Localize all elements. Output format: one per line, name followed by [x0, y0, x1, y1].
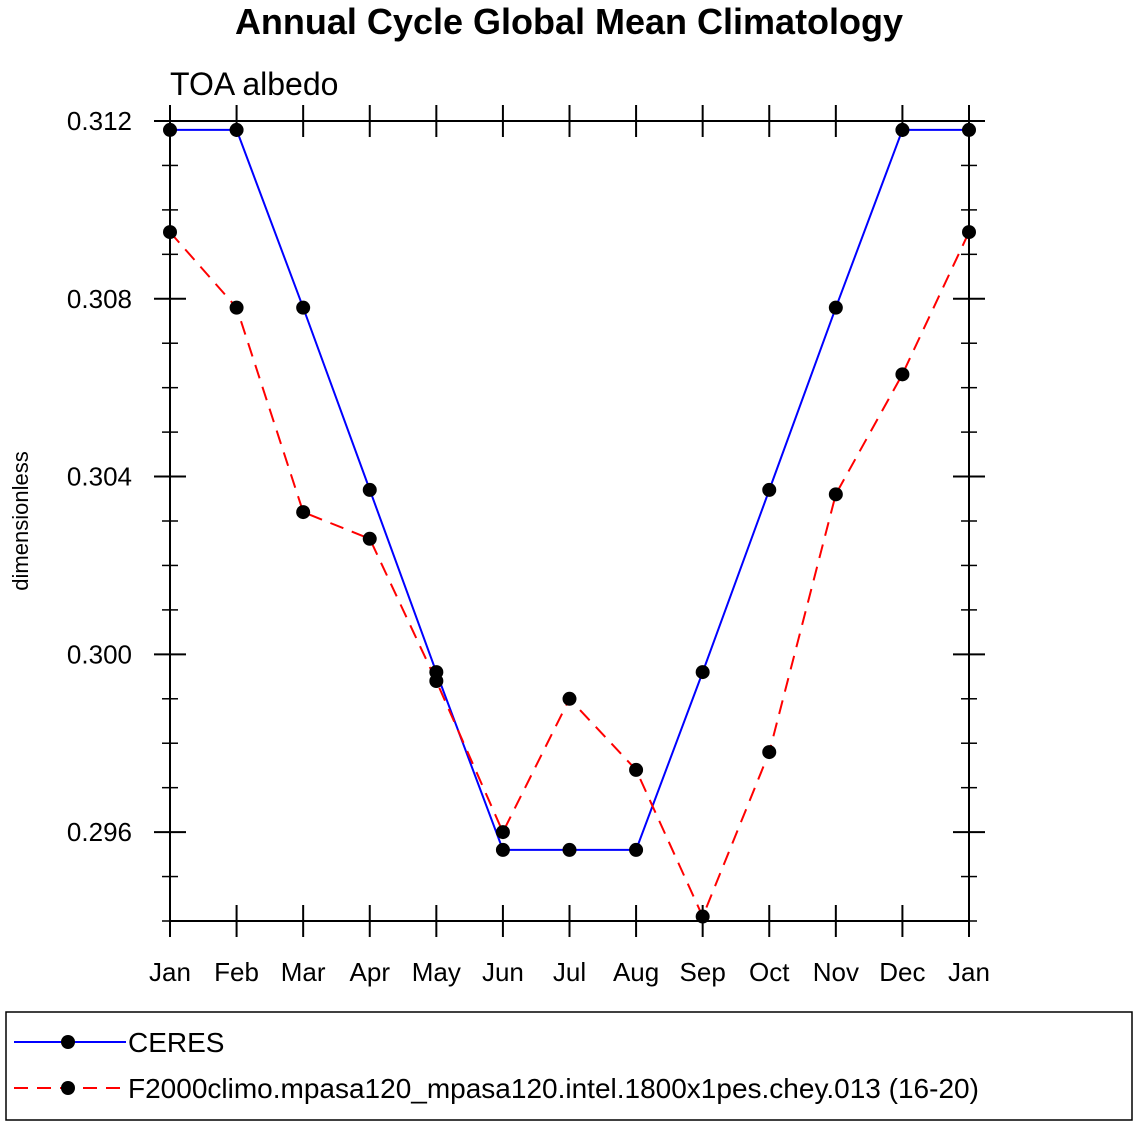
labels-layer: 0.296 0.300 0.304 0.308 0.312 Jan Feb Mar Apr May…: [67, 106, 990, 987]
x-tick-label: Dec: [879, 957, 925, 987]
data-point-series-0: [562, 842, 577, 857]
series-line-1: [169, 231, 970, 920]
y-tick-label: 0.312: [67, 106, 132, 136]
chart-subtitle: TOA albedo: [170, 66, 338, 102]
series-line-0: [170, 128, 969, 851]
x-tick-label: Jul: [553, 957, 586, 987]
ticks-layer: [154, 105, 985, 937]
plot-frame: [169, 120, 970, 922]
data-point-series-0: [629, 842, 644, 857]
x-tick-label: Sep: [680, 957, 726, 987]
data-point-series-0: [229, 122, 244, 137]
data-point-series-0: [828, 300, 843, 315]
data-point-series-1: [762, 745, 777, 760]
x-tick-label: Nov: [813, 957, 859, 987]
data-point-series-1: [895, 367, 910, 382]
data-point-series-1: [429, 674, 444, 688]
x-tick-label: Jan: [149, 957, 191, 987]
x-tick-label: Oct: [749, 957, 790, 987]
legend: CERES F2000climo.mpasa120_mpasa120.intel…: [5, 1011, 1133, 1121]
data-point-series-1: [828, 487, 843, 502]
y-axis-label: dimensionless: [8, 451, 33, 590]
data-point-series-0: [296, 300, 311, 315]
y-tick-label: 0.296: [67, 817, 132, 847]
x-tick-label: May: [412, 957, 461, 987]
x-tick-label: Jan: [948, 957, 990, 987]
y-tick-label: 0.304: [67, 462, 132, 492]
data-point-series-0: [362, 482, 377, 497]
legend-marker-model: [61, 1081, 75, 1095]
data-point-series-1: [362, 531, 377, 546]
y-tick-label: 0.308: [67, 284, 132, 314]
data-point-series-0: [495, 842, 510, 857]
x-tick-label: Feb: [214, 957, 259, 987]
data-point-series-1: [562, 691, 577, 706]
x-tick-label: Mar: [281, 957, 326, 987]
y-tick-label: 0.300: [67, 639, 132, 669]
x-tick-label: Apr: [350, 957, 391, 987]
x-tick-label: Aug: [613, 957, 659, 987]
series-layer: [163, 122, 976, 924]
legend-label-ceres: CERES: [128, 1027, 224, 1058]
data-point-series-0: [762, 482, 777, 497]
data-point-series-1: [296, 505, 311, 520]
data-point-series-0: [695, 665, 710, 680]
legend-label-model: F2000climo.mpasa120_mpasa120.intel.1800x…: [128, 1073, 979, 1104]
data-point-series-1: [229, 300, 244, 315]
chart-title: Annual Cycle Global Mean Climatology: [235, 1, 903, 42]
data-point-series-1: [495, 825, 510, 840]
data-point-series-1: [629, 762, 644, 777]
data-point-series-0: [895, 122, 910, 137]
legend-box: [5, 1011, 1133, 1121]
x-tick-label: Jun: [482, 957, 524, 987]
legend-marker-ceres: [61, 1035, 75, 1049]
